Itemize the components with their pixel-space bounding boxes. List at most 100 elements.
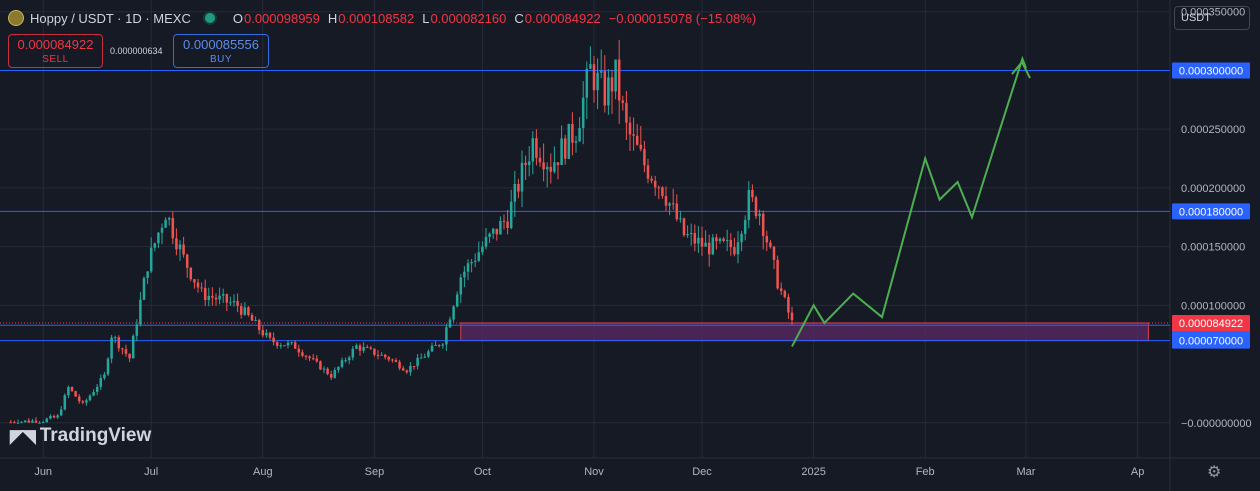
candle-body bbox=[725, 240, 729, 242]
projection-arrowhead bbox=[1011, 60, 1031, 79]
candle-body bbox=[110, 337, 113, 359]
candle-body bbox=[470, 261, 473, 264]
candle-body bbox=[769, 242, 772, 247]
symbol-title[interactable]: Hoppy / USDT · 1D · MEXC bbox=[30, 10, 191, 26]
candle-body bbox=[747, 189, 751, 221]
ohlc-low-value: 0.000082160 bbox=[430, 10, 507, 26]
candle-body bbox=[20, 422, 23, 424]
candle-body bbox=[617, 59, 621, 101]
time-tick-label: Sep bbox=[365, 466, 385, 478]
candle-body bbox=[376, 354, 380, 356]
candle-body bbox=[718, 238, 722, 242]
time-tick-label: Oct bbox=[474, 466, 491, 478]
ohlc-high-key: H bbox=[327, 10, 338, 26]
candle-body bbox=[340, 360, 344, 367]
candle-body bbox=[95, 386, 99, 392]
candle-body bbox=[481, 246, 484, 253]
candle-body bbox=[437, 344, 441, 346]
candle-body bbox=[506, 221, 509, 228]
candle-body bbox=[682, 218, 686, 236]
sell-button[interactable]: 0.000084922 SELL bbox=[8, 34, 103, 68]
time-tick-label: Feb bbox=[916, 466, 935, 478]
candle-body bbox=[488, 233, 491, 237]
candle-body bbox=[398, 361, 401, 369]
ohlc-open-value: 0.000098959 bbox=[243, 10, 320, 26]
candle-body bbox=[351, 348, 355, 358]
candle-body bbox=[63, 395, 67, 410]
candle-body bbox=[308, 356, 311, 359]
candle-body bbox=[401, 368, 405, 371]
candle-body bbox=[236, 300, 239, 307]
candle-body bbox=[365, 347, 369, 349]
candle-body bbox=[589, 64, 592, 69]
candle-body bbox=[250, 315, 254, 321]
time-tick-label: 2025 bbox=[801, 466, 825, 478]
candle-body bbox=[787, 296, 790, 313]
candle-body bbox=[463, 271, 466, 278]
candle-body bbox=[430, 345, 434, 352]
candle-body bbox=[416, 357, 419, 367]
candle-body bbox=[239, 306, 243, 315]
level-price-tag bbox=[1172, 62, 1250, 79]
candle-body bbox=[707, 242, 711, 255]
currency-selector[interactable]: USDT bbox=[1174, 6, 1250, 30]
candle-body bbox=[531, 138, 535, 162]
hoppy-logo-icon bbox=[8, 10, 24, 26]
candle-body bbox=[243, 307, 247, 315]
candle-body bbox=[499, 220, 502, 235]
candle-body bbox=[610, 77, 614, 92]
candle-body bbox=[56, 415, 59, 418]
buy-price: 0.000085556 bbox=[183, 37, 259, 52]
candle-body bbox=[423, 356, 427, 358]
candle-body bbox=[52, 415, 56, 418]
candle-body bbox=[722, 238, 725, 241]
candle-body bbox=[103, 374, 106, 379]
candle-body bbox=[74, 391, 77, 397]
candle-body bbox=[326, 368, 329, 375]
candle-body bbox=[149, 247, 153, 272]
candle-body bbox=[207, 295, 211, 301]
candle-body bbox=[131, 335, 135, 359]
candle-body bbox=[790, 312, 794, 321]
spread-value: 0.000000634 bbox=[110, 46, 163, 56]
candle-body bbox=[362, 347, 365, 351]
candle-body bbox=[639, 144, 643, 150]
time-tick-label: Ap bbox=[1131, 466, 1144, 478]
candle-body bbox=[189, 267, 193, 280]
candle-body bbox=[275, 342, 279, 346]
candle-body bbox=[344, 360, 347, 362]
candle-body bbox=[347, 357, 351, 361]
candle-body bbox=[293, 342, 297, 349]
candle-body bbox=[311, 358, 315, 360]
price-tick-label: 0.000150000 bbox=[1181, 242, 1245, 254]
candle-body bbox=[459, 277, 463, 295]
candle-body bbox=[196, 282, 200, 288]
candle-body bbox=[121, 348, 124, 350]
candle-body bbox=[34, 420, 38, 423]
candle-body bbox=[621, 100, 625, 103]
candle-body bbox=[391, 359, 394, 361]
candle-body bbox=[542, 162, 545, 170]
candle-body bbox=[477, 252, 481, 261]
candle-body bbox=[581, 97, 585, 129]
candle-body bbox=[304, 355, 308, 357]
gear-icon[interactable]: ⚙ bbox=[1207, 464, 1222, 481]
candle-body bbox=[427, 351, 430, 357]
candle-body bbox=[218, 295, 221, 300]
candle-body bbox=[693, 233, 697, 244]
candle-body bbox=[571, 123, 574, 143]
level-price-label: 0.000180000 bbox=[1179, 206, 1243, 218]
candle-body bbox=[99, 378, 103, 387]
candle-body bbox=[758, 213, 761, 217]
candle-body bbox=[495, 228, 499, 235]
candle-body bbox=[434, 344, 437, 346]
candle-body bbox=[85, 400, 88, 403]
tradingview-logo[interactable]: ◤◥ TradingView bbox=[10, 425, 151, 447]
candle-body bbox=[286, 342, 290, 346]
candle-body bbox=[646, 165, 650, 179]
candle-body bbox=[751, 189, 754, 198]
candle-body bbox=[265, 332, 268, 336]
buy-button[interactable]: 0.000085556 BUY bbox=[173, 34, 269, 68]
